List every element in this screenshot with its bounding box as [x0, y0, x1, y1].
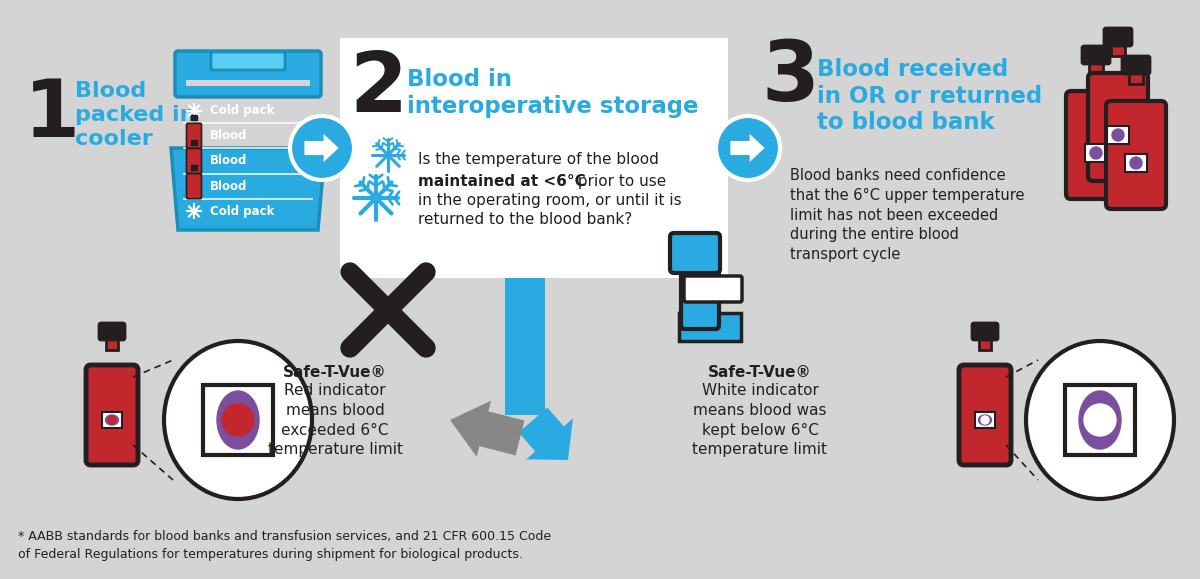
FancyBboxPatch shape: [211, 52, 286, 70]
Text: Cold pack: Cold pack: [210, 104, 275, 117]
Bar: [1090, 52, 1103, 74]
Bar: [191, 115, 197, 120]
FancyBboxPatch shape: [1088, 73, 1148, 181]
FancyBboxPatch shape: [86, 365, 138, 465]
FancyBboxPatch shape: [684, 276, 742, 302]
Ellipse shape: [978, 415, 991, 425]
Bar: [1108, 126, 1129, 144]
FancyBboxPatch shape: [1066, 91, 1126, 199]
Bar: [505, 278, 545, 415]
FancyBboxPatch shape: [972, 323, 998, 340]
FancyBboxPatch shape: [175, 51, 322, 97]
FancyBboxPatch shape: [186, 174, 202, 199]
Bar: [191, 165, 197, 170]
FancyBboxPatch shape: [670, 233, 720, 273]
Text: White indicator
means blood was
kept below 6°C
temperature limit: White indicator means blood was kept bel…: [692, 383, 828, 457]
FancyArrow shape: [450, 401, 524, 457]
FancyBboxPatch shape: [959, 365, 1010, 465]
Ellipse shape: [1079, 391, 1121, 449]
Text: returned to the blood bank?: returned to the blood bank?: [418, 212, 632, 227]
Circle shape: [108, 416, 116, 424]
Text: * AABB standards for blood banks and transfusion services, and 21 CFR 600.15 Cod: * AABB standards for blood banks and tra…: [18, 530, 551, 561]
Circle shape: [982, 416, 989, 424]
Text: Blood: Blood: [210, 155, 247, 167]
Text: Blood in
interoperative storage: Blood in interoperative storage: [407, 68, 698, 118]
Circle shape: [1090, 147, 1102, 159]
Circle shape: [1112, 129, 1124, 141]
Text: Blood: Blood: [210, 129, 247, 142]
FancyBboxPatch shape: [1104, 28, 1132, 46]
Text: Blood: Blood: [210, 179, 247, 193]
Text: Red indicator
means blood
exceeded 6°C
temperature limit: Red indicator means blood exceeded 6°C t…: [268, 383, 402, 457]
Bar: [1111, 34, 1126, 56]
Bar: [203, 385, 274, 455]
Bar: [191, 140, 197, 145]
Circle shape: [1130, 157, 1142, 169]
Bar: [106, 330, 118, 350]
Text: maintained at <6°C: maintained at <6°C: [418, 174, 586, 189]
Text: prior to use: prior to use: [574, 174, 666, 189]
Bar: [679, 313, 742, 341]
Ellipse shape: [1026, 341, 1174, 499]
Bar: [1066, 385, 1135, 455]
Text: Blood banks need confidence
that the 6°C upper temperature
limit has not been ex: Blood banks need confidence that the 6°C…: [790, 168, 1025, 262]
FancyBboxPatch shape: [1106, 101, 1166, 209]
Polygon shape: [731, 134, 764, 162]
FancyBboxPatch shape: [98, 323, 125, 340]
FancyBboxPatch shape: [186, 123, 202, 148]
Text: Safe-T-Vue®: Safe-T-Vue®: [708, 365, 812, 380]
Bar: [1085, 144, 1108, 162]
Bar: [102, 412, 122, 428]
Ellipse shape: [217, 391, 259, 449]
Circle shape: [716, 116, 780, 180]
Circle shape: [290, 116, 354, 180]
Polygon shape: [305, 134, 338, 162]
Circle shape: [1084, 404, 1116, 436]
Circle shape: [222, 404, 254, 436]
FancyBboxPatch shape: [682, 271, 719, 329]
Bar: [340, 38, 728, 278]
Bar: [979, 330, 991, 350]
FancyBboxPatch shape: [1122, 56, 1150, 74]
Text: Blood
packed in
cooler: Blood packed in cooler: [74, 81, 196, 149]
Text: Cold pack: Cold pack: [210, 205, 275, 218]
Polygon shape: [172, 148, 325, 230]
Text: Is the temperature of the blood: Is the temperature of the blood: [418, 152, 659, 167]
FancyBboxPatch shape: [1082, 46, 1110, 64]
Bar: [1126, 154, 1147, 172]
Text: in the operating room, or until it is: in the operating room, or until it is: [418, 193, 682, 208]
Text: 1: 1: [24, 76, 80, 154]
Bar: [186, 80, 310, 86]
Bar: [974, 412, 995, 428]
FancyArrow shape: [518, 408, 572, 460]
Bar: [1129, 62, 1142, 84]
Text: 2: 2: [349, 47, 407, 129]
Text: Blood received
in OR or returned
to blood bank: Blood received in OR or returned to bloo…: [817, 58, 1042, 134]
Ellipse shape: [106, 415, 119, 425]
Text: 3: 3: [761, 38, 818, 119]
Ellipse shape: [164, 341, 312, 499]
Text: Safe-T-Vue®: Safe-T-Vue®: [283, 365, 386, 380]
FancyBboxPatch shape: [186, 148, 202, 174]
